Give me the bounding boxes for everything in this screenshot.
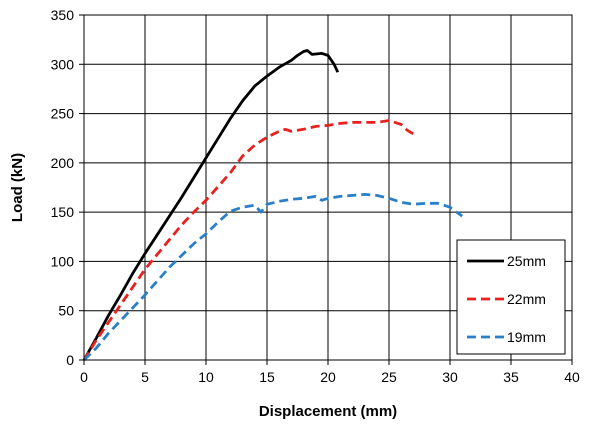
y-tick-label: 100 xyxy=(51,253,75,269)
y-tick-label: 0 xyxy=(66,352,74,368)
legend: 25mm 22mm 19mm xyxy=(456,239,566,355)
x-tick-label: 35 xyxy=(503,369,519,385)
x-tick-label: 5 xyxy=(141,369,149,385)
y-axis-label: Load (kN) xyxy=(9,153,26,222)
legend-label-19mm: 19mm xyxy=(507,329,546,345)
legend-box xyxy=(456,239,566,355)
legend-label-25mm: 25mm xyxy=(507,253,546,269)
x-tick-label: 15 xyxy=(259,369,275,385)
x-axis-label: Displacement (mm) xyxy=(259,403,397,420)
x-tick-label: 40 xyxy=(564,369,580,385)
series-group xyxy=(82,49,464,362)
legend-label-22mm: 22mm xyxy=(507,291,546,307)
x-tick-label: 10 xyxy=(198,369,214,385)
x-tick-label: 0 xyxy=(80,369,88,385)
y-tick-label: 350 xyxy=(51,7,75,23)
series-line-19mm xyxy=(83,193,464,362)
y-tick-label: 200 xyxy=(51,155,75,171)
y-tick-label: 50 xyxy=(58,303,74,319)
y-tick-label: 250 xyxy=(51,106,75,122)
tick-labels: 0 5 10 15 20 25 30 35 40 0 50 100 150 200 250 300 350 xyxy=(51,7,580,385)
y-tick-label: 150 xyxy=(51,204,75,220)
x-tick-label: 25 xyxy=(381,369,397,385)
series-line-22mm xyxy=(82,119,417,361)
x-tick-label: 20 xyxy=(320,369,336,385)
x-tick-label: 30 xyxy=(442,369,458,385)
series-line-25mm xyxy=(82,49,340,361)
y-tick-label: 300 xyxy=(51,56,75,72)
